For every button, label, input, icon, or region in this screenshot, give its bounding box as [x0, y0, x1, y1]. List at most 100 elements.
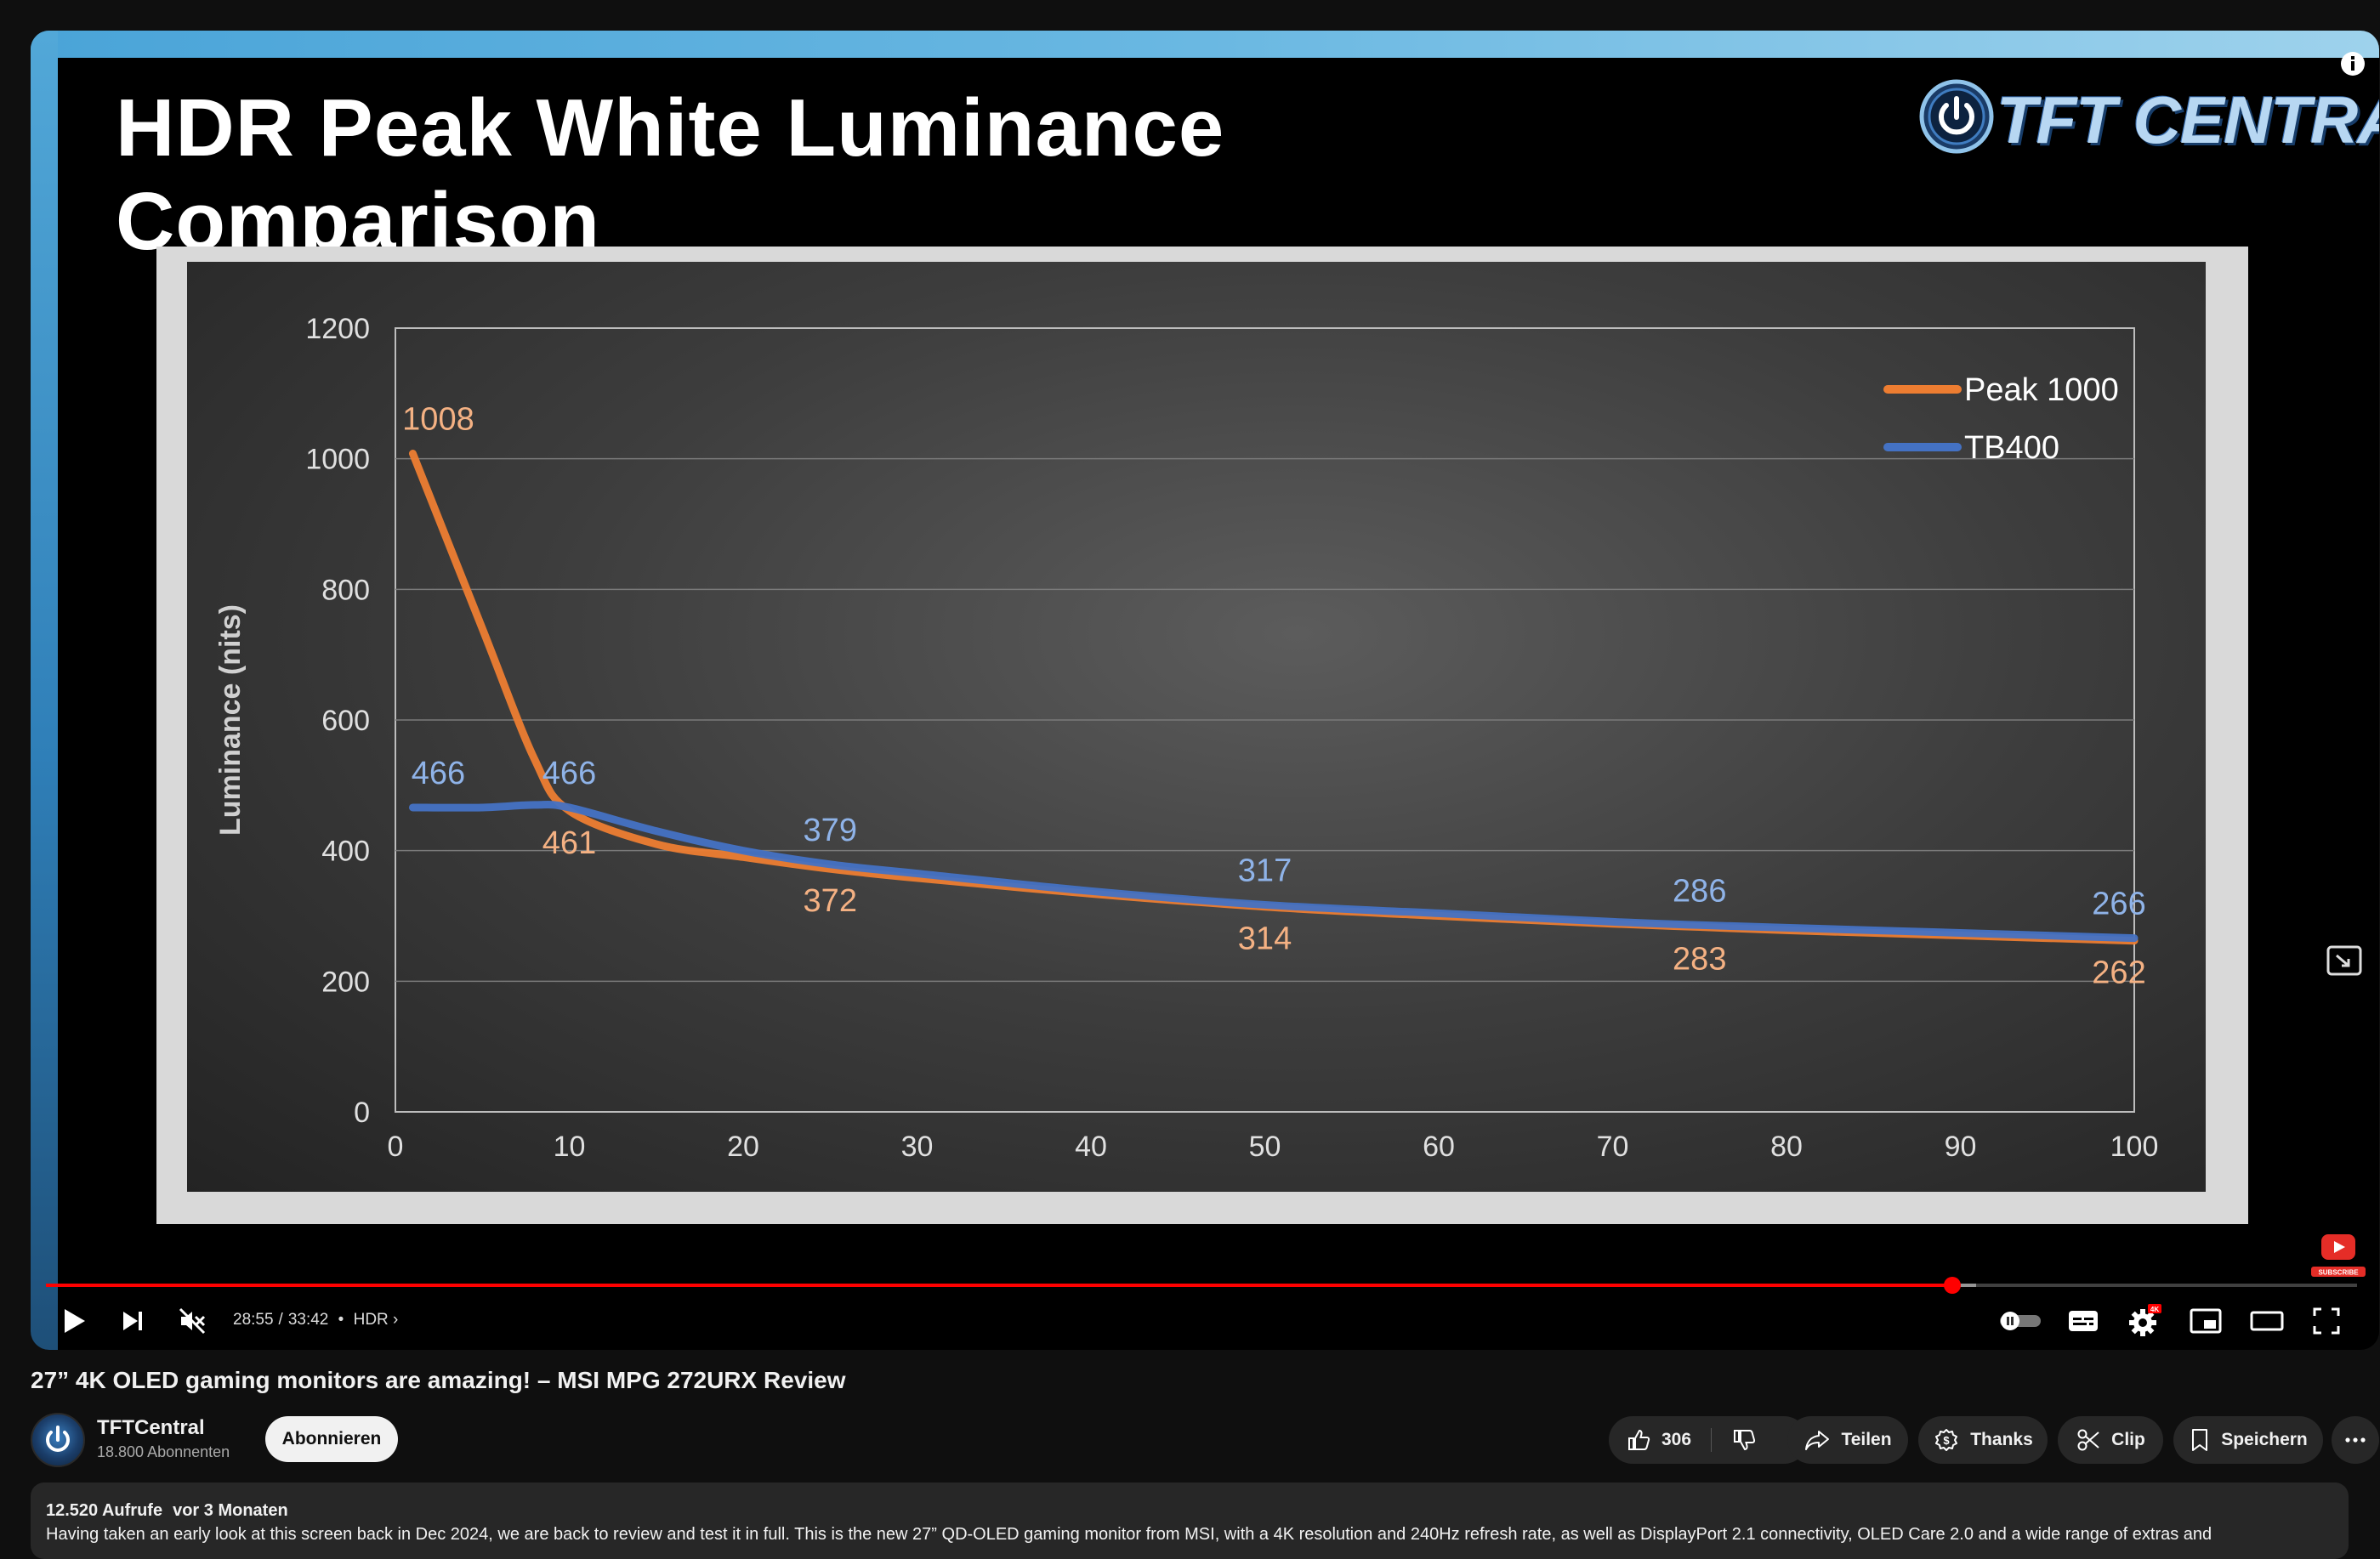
share-arrow-icon: [1805, 1431, 1830, 1450]
data-label: 286: [1673, 873, 1726, 909]
data-label: 372: [804, 883, 857, 919]
legend-label: TB400: [1964, 430, 2059, 466]
clip-button[interactable]: Clip: [2058, 1416, 2163, 1464]
luminance-chart: 0 200 400 600 800 1000 1200 0 10 20 30 40 50 60 70 80 90…: [214, 313, 2159, 1163]
share-button[interactable]: Teilen: [1787, 1416, 1908, 1464]
x-tick-label: 20: [727, 1131, 759, 1163]
skip-next-icon: [123, 1312, 142, 1330]
y-tick-label: 400: [321, 836, 370, 868]
svg-text:$: $: [1944, 1434, 1951, 1447]
x-tick-label: 40: [1075, 1131, 1107, 1163]
more-horizontal-icon: [2345, 1437, 2366, 1443]
progress-bar[interactable]: [46, 1277, 2357, 1294]
video-player[interactable]: HDR Peak White Luminance Comparison TFT …: [31, 31, 2379, 1350]
data-label: 466: [412, 756, 465, 791]
settings-button[interactable]: 4K: [2127, 1297, 2161, 1345]
data-label: 1008: [402, 402, 474, 438]
data-label: 283: [1673, 942, 1726, 978]
save-label: Speichern: [2221, 1430, 2308, 1449]
upload-age: vor 3 Monaten: [173, 1501, 288, 1520]
autoplay-toggle[interactable]: [1997, 1297, 2044, 1345]
autoplay-toggle-icon: [2000, 1312, 2041, 1330]
subtitles-button[interactable]: [2066, 1297, 2100, 1345]
like-dislike-group: 306: [1609, 1416, 1808, 1464]
video-title: 27” 4K OLED gaming monitors are amazing!…: [31, 1367, 846, 1393]
data-label: 266: [2092, 887, 2145, 922]
thumbs-up-icon: [1628, 1429, 1650, 1450]
slide-title: HDR Peak White Luminance Comparison: [116, 82, 1225, 267]
chevron-right-icon: ›: [393, 1311, 399, 1329]
y-tick-label: 0: [354, 1097, 370, 1129]
x-tick-label: 30: [901, 1131, 934, 1163]
description-text: Having taken an early look at this scree…: [46, 1525, 2212, 1544]
chapter-button[interactable]: HDR ›: [354, 1311, 399, 1329]
more-actions-button[interactable]: [2332, 1416, 2379, 1464]
miniplayer-button[interactable]: [2189, 1297, 2223, 1345]
x-tick-label: 90: [1945, 1131, 1977, 1163]
x-tick-label: 10: [554, 1131, 586, 1163]
x-tick-label: 0: [388, 1131, 404, 1163]
slide-frame-left: [31, 31, 58, 1350]
thanks-button[interactable]: $ Thanks: [1918, 1416, 2048, 1464]
like-button[interactable]: 306: [1609, 1427, 1691, 1453]
y-tick-label: 800: [321, 574, 370, 606]
player-controls: 4K: [31, 1297, 2379, 1345]
fullscreen-button[interactable]: [2311, 1297, 2342, 1345]
channel-subscriber-count: 18.800 Abonnenten: [97, 1443, 230, 1460]
play-button[interactable]: [56, 1297, 90, 1345]
x-tick-label: 60: [1423, 1131, 1455, 1163]
play-icon: [65, 1309, 85, 1333]
channel-name[interactable]: TFTCentral: [97, 1416, 205, 1439]
subscribe-watermark-icon[interactable]: SUBSCRIBE: [2309, 1233, 2367, 1282]
chapter-title: HDR: [353, 1311, 389, 1329]
series-line-tb400: [408, 800, 2139, 943]
x-tick-label: 50: [1249, 1131, 1281, 1163]
mute-button[interactable]: [177, 1297, 207, 1345]
theater-mode-icon: [2250, 1311, 2284, 1331]
y-tick-label: 200: [321, 966, 370, 998]
scissors-icon: [2077, 1429, 2099, 1451]
fullscreen-icon: [2313, 1307, 2340, 1335]
chart-area: 0 200 400 600 800 1000 1200 0 10 20 30 40 50 60 70 80 90…: [187, 262, 2206, 1192]
channel-avatar[interactable]: [31, 1413, 85, 1467]
miniplayer-icon: [2190, 1308, 2222, 1334]
info-icon[interactable]: [2338, 49, 2367, 78]
brand-logo: TFT CENTRAL: [1918, 75, 2379, 160]
description-box[interactable]: 12.520 Aufrufe vor 3 Monaten Having taken…: [31, 1482, 2349, 1559]
theater-mode-button[interactable]: [2250, 1297, 2284, 1345]
subtitles-icon: [2069, 1311, 2098, 1331]
next-button[interactable]: [117, 1297, 148, 1345]
like-divider: [1711, 1428, 1712, 1452]
brand-text: TFT CENTRAL: [1997, 82, 2379, 157]
data-label: 314: [1238, 921, 1292, 957]
like-count: 306: [1661, 1430, 1692, 1449]
clip-label: Clip: [2111, 1430, 2145, 1449]
y-axis-title: Luminance (nits): [214, 604, 247, 836]
subscribe-button[interactable]: Abonnieren: [265, 1416, 398, 1462]
view-count: 12.520 Aufrufe: [46, 1501, 163, 1520]
data-label: 466: [542, 756, 596, 791]
power-logo-icon: [46, 1426, 70, 1452]
y-tick-label: 1200: [305, 313, 370, 345]
x-tick-label: 100: [2110, 1131, 2159, 1163]
duration: 33:42: [287, 1311, 329, 1329]
thumbs-down-icon: [1734, 1430, 1756, 1451]
thanks-heart-dollar-icon: $: [1935, 1429, 1958, 1451]
progress-buffered: [1952, 1284, 1976, 1287]
share-label: Teilen: [1841, 1430, 1892, 1449]
power-logo-icon: [1919, 79, 1994, 154]
x-tick-label: 80: [1770, 1131, 1803, 1163]
save-button[interactable]: Speichern: [2173, 1416, 2323, 1464]
y-tick-label: 600: [321, 705, 370, 737]
quality-badge: 4K: [2150, 1306, 2159, 1313]
thanks-label: Thanks: [1970, 1430, 2033, 1449]
miniplayer-expand-icon[interactable]: [2320, 940, 2371, 983]
x-tick-label: 70: [1597, 1131, 1629, 1163]
dislike-button[interactable]: [1731, 1427, 1757, 1458]
current-time: 28:55: [233, 1311, 274, 1329]
legend-label: Peak 1000: [1964, 372, 2119, 408]
time-display: 28:55/33:42 • HDR ›: [233, 1311, 399, 1329]
view-stats: 12.520 Aufrufe vor 3 Monaten: [46, 1501, 298, 1521]
progress-scrubber-handle[interactable]: [1944, 1277, 1962, 1294]
volume-muted-icon: [179, 1307, 206, 1335]
